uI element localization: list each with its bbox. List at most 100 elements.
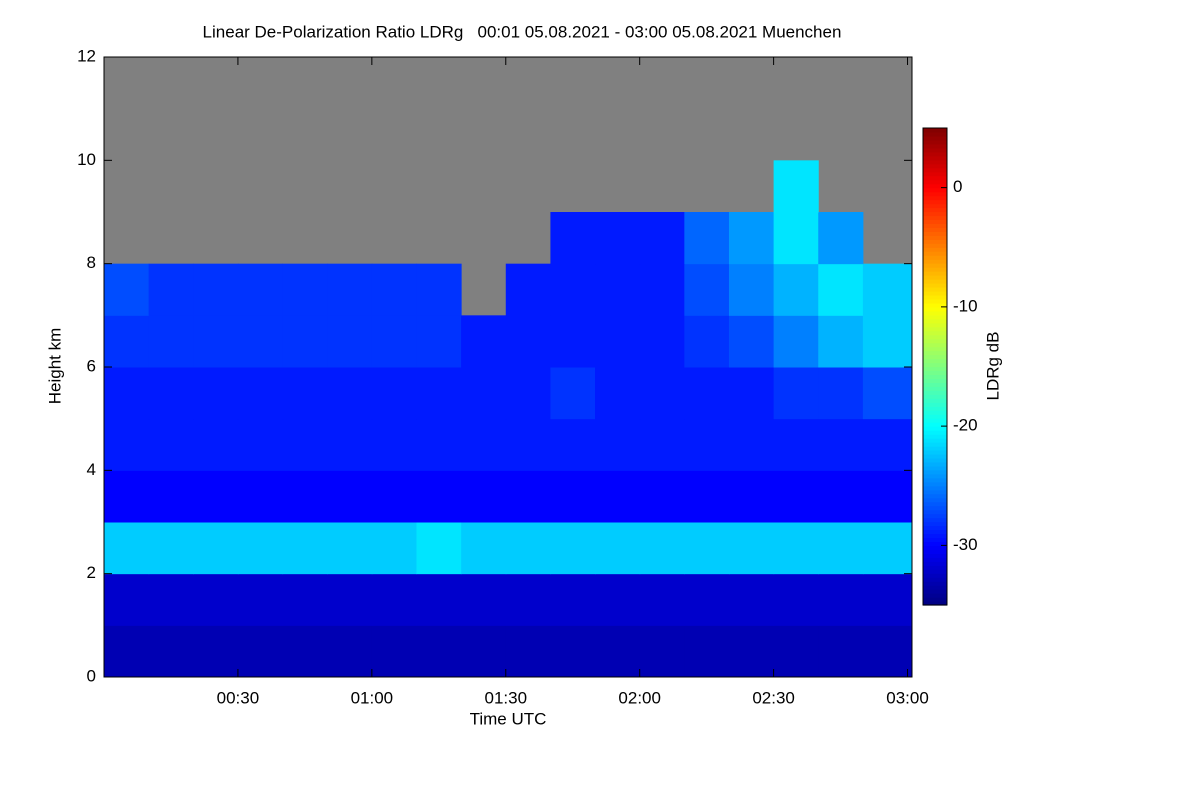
colorbar-slice: [923, 350, 947, 356]
colorbar-slice: [923, 398, 947, 403]
heatmap-cell: [550, 263, 596, 316]
colorbar-slice: [923, 370, 947, 376]
heatmap-cell: [282, 315, 328, 368]
colorbar-slice: [923, 302, 947, 308]
heatmap-cell: [416, 573, 462, 626]
heatmap-cell: [282, 470, 328, 523]
y-tick-label: 4: [87, 460, 96, 479]
colorbar-slice: [923, 513, 947, 519]
colorbar-slice: [923, 179, 947, 185]
heatmap-cell: [862, 522, 913, 575]
colorbar-slice: [923, 477, 947, 483]
heatmap-cell: [773, 367, 819, 420]
colorbar-slice: [923, 418, 947, 423]
colorbar-slice: [923, 469, 947, 475]
heatmap-cell: [505, 367, 551, 420]
heatmap-cell: [104, 418, 150, 471]
heatmap-cell: [505, 625, 551, 678]
colorbar-slice: [923, 298, 947, 304]
heatmap-cell: [595, 625, 641, 678]
heatmap-cell: [818, 522, 864, 575]
colorbar-slice: [923, 497, 947, 503]
x-tick-label: 03:00: [886, 688, 929, 707]
heatmap-cell: [773, 315, 819, 368]
heatmap-cell: [595, 212, 641, 265]
colorbar-slice: [923, 143, 947, 149]
heatmap-cell: [818, 470, 864, 523]
heatmap-cell: [595, 573, 641, 626]
heatmap-cell: [818, 573, 864, 626]
heatmap-cell: [550, 315, 596, 368]
colorbar-slice: [923, 414, 947, 419]
colorbar-slice: [923, 505, 947, 511]
colorbar-slice: [923, 275, 947, 280]
colorbar-slice: [923, 537, 947, 542]
colorbar-slice: [923, 251, 947, 256]
heatmap-cell: [773, 470, 819, 523]
heatmap-cell: [104, 470, 150, 523]
heatmap-cell: [282, 418, 328, 471]
heatmap-cell: [639, 470, 685, 523]
chart-title: Linear De-Polarization Ratio LDRg 00:01 …: [203, 22, 842, 41]
colorbar-slice: [923, 195, 947, 201]
colorbar-slice: [923, 155, 947, 161]
colorbar-slice: [923, 287, 947, 292]
heatmap-cell: [684, 263, 730, 316]
colorbar-slice: [923, 211, 947, 217]
x-tick-label: 02:30: [752, 688, 795, 707]
colorbar-slice: [923, 394, 947, 399]
heatmap-cell: [416, 470, 462, 523]
heatmap-cell: [371, 418, 417, 471]
colorbar-slice: [923, 481, 947, 487]
heatmap-cell: [862, 418, 913, 471]
heatmap-cell: [104, 315, 150, 368]
heatmap-cell: [148, 263, 194, 316]
colorbar-slice: [923, 239, 947, 244]
colorbar-slice: [923, 589, 947, 594]
colorbar-slice: [923, 553, 947, 558]
colorbar-slice: [923, 271, 947, 276]
colorbar-slice: [923, 489, 947, 495]
colorbar-slice: [923, 457, 947, 463]
colorbar-slice: [923, 577, 947, 582]
colorbar-slice: [923, 541, 947, 546]
colorbar-slice: [923, 187, 947, 193]
colorbar-slice: [923, 318, 947, 324]
colorbar-slice: [923, 171, 947, 177]
heatmap-cell: [371, 470, 417, 523]
colorbar-slice: [923, 167, 947, 173]
heatmap-cell: [818, 212, 864, 265]
heatmap-cell: [639, 573, 685, 626]
heatmap-cell: [862, 263, 913, 316]
colorbar-slice: [923, 485, 947, 491]
heatmap-cell: [728, 625, 775, 678]
colorbar-slice: [923, 549, 947, 554]
heatmap-cell: [728, 263, 775, 316]
heatmap-cell: [728, 367, 775, 420]
heatmap-cell: [237, 470, 284, 523]
heatmap-cell: [371, 263, 417, 316]
colorbar-slice: [923, 207, 947, 213]
heatmap-cell: [416, 625, 462, 678]
colorbar-slice: [923, 231, 947, 236]
heatmap-cell: [595, 470, 641, 523]
heatmap-cell: [595, 315, 641, 368]
colorbar-slice: [923, 342, 947, 348]
colorbar-slice: [923, 378, 947, 383]
colorbar-slice: [923, 255, 947, 260]
colorbar-slice: [923, 314, 947, 320]
colorbar-slice: [923, 219, 947, 224]
heatmap-cell: [862, 470, 913, 523]
heatmap-cell: [773, 212, 819, 265]
heatmap-cell: [818, 625, 864, 678]
colorbar-tick-label: -10: [953, 296, 978, 315]
heatmap-cell: [684, 573, 730, 626]
heatmap-cell: [505, 418, 551, 471]
heatmap-cell: [371, 367, 417, 420]
colorbar-slice: [923, 374, 947, 380]
colorbar-slice: [923, 529, 947, 535]
colorbar-slice: [923, 569, 947, 574]
colorbar-slice: [923, 593, 947, 598]
colorbar-slice: [923, 430, 947, 435]
